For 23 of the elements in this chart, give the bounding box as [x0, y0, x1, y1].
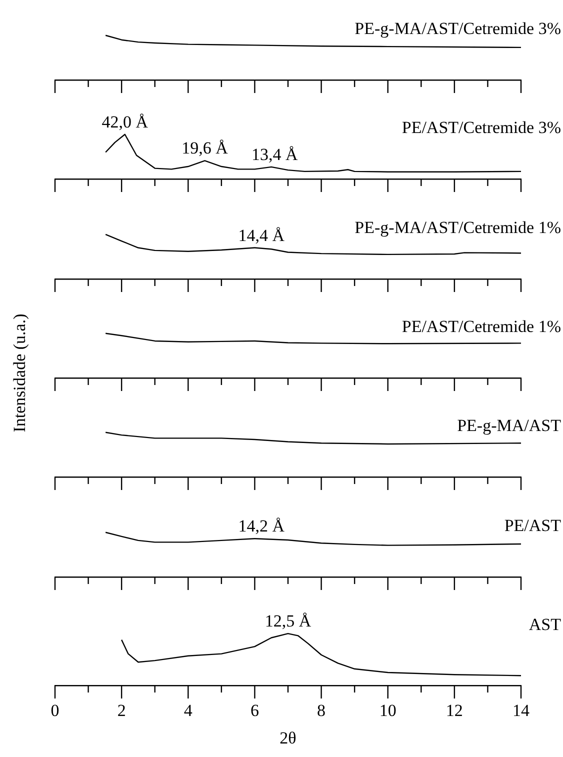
x-tick-label: 4	[184, 700, 193, 720]
series-label: PE-g-MA/AST/Cetremide 1%	[354, 218, 561, 237]
y-axis-title: Intensidade (u.a.)	[10, 314, 30, 432]
x-axis-title: 2θ	[280, 728, 296, 748]
annotation: 42,0 Å	[102, 112, 149, 132]
x-tick-label: 14	[512, 700, 530, 720]
annotation: 19,6 Å	[182, 139, 229, 158]
x-tick-label: 8	[317, 700, 326, 720]
text: PE/AST/Cetremide 3%	[402, 118, 561, 138]
series-label: PE/AST/Cetremide 1%	[402, 316, 561, 336]
annotation: 14,2 Å	[238, 516, 286, 536]
x-tick-label: 0	[50, 700, 60, 720]
annotation: 12,5 Å	[264, 611, 312, 630]
x-tick-label: 12	[446, 700, 463, 720]
x-tick-label: 2	[117, 700, 126, 720]
series-label: PE-g-MA/AST	[457, 416, 562, 436]
x-tick-label: 6	[250, 700, 259, 720]
x-tick-label: 10	[379, 700, 396, 720]
series-label: PE/AST	[504, 516, 562, 534]
text: AST	[528, 614, 562, 634]
series-label: PE-g-MA/AST/Cetremide 3%	[354, 19, 561, 38]
annotation: 13,4 Å	[252, 145, 299, 164]
annotation: 14,4 Å	[238, 225, 286, 244]
